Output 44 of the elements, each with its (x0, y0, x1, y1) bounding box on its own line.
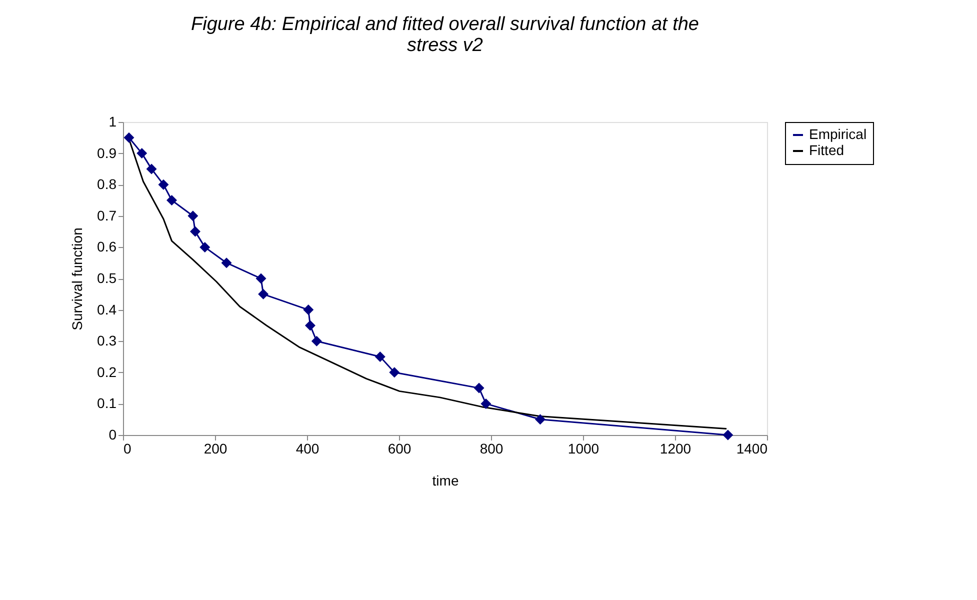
x-tick-label: 1400 (736, 440, 768, 456)
y-tick-label: 1 (108, 114, 117, 130)
chart-title: Figure 4b: Empirical and fitted overall survival function at the stress v2 (191, 14, 699, 56)
y-tick-label: 0.7 (97, 207, 117, 224)
legend-label: Empirical (809, 126, 867, 142)
y-tick-label: 0.1 (97, 395, 117, 412)
point (188, 210, 198, 222)
y-tick-label: 0.6 (97, 238, 117, 255)
y-tick-label: 0.4 (97, 301, 117, 318)
x-axis-title: time (432, 472, 459, 488)
y-tick-label: 0.2 (97, 364, 117, 380)
point (124, 132, 134, 143)
point (303, 304, 314, 316)
point (146, 164, 157, 174)
point (389, 367, 400, 378)
y-tick-label: 0.9 (97, 144, 117, 161)
x-tick-label: 0 (124, 440, 132, 456)
point (534, 414, 546, 425)
point (480, 398, 492, 409)
y-tick-label: 0 (108, 426, 117, 442)
point (258, 288, 269, 300)
point (200, 242, 210, 252)
point (256, 273, 266, 284)
x-tick-label: 1000 (568, 440, 600, 456)
point (136, 148, 148, 159)
point (221, 258, 232, 268)
x-tick-label: 200 (204, 440, 228, 456)
y-tick-label: 0.3 (97, 332, 117, 349)
point (474, 382, 484, 394)
legend-label: Fitted (809, 142, 844, 158)
point (190, 226, 200, 237)
point (304, 320, 316, 331)
x-tick-label: 600 (388, 440, 412, 456)
x-tick-label: 400 (296, 440, 320, 456)
y-tick-label: 0.8 (97, 176, 117, 192)
point (311, 336, 322, 346)
y-axis-title: Survival function (69, 228, 86, 330)
x-tick-label: 1200 (660, 440, 692, 456)
x-tick-label: 800 (480, 440, 504, 456)
point (158, 179, 169, 190)
point (166, 195, 178, 206)
point (722, 430, 734, 440)
y-tick-label: 0.5 (97, 270, 117, 286)
point (374, 352, 386, 362)
